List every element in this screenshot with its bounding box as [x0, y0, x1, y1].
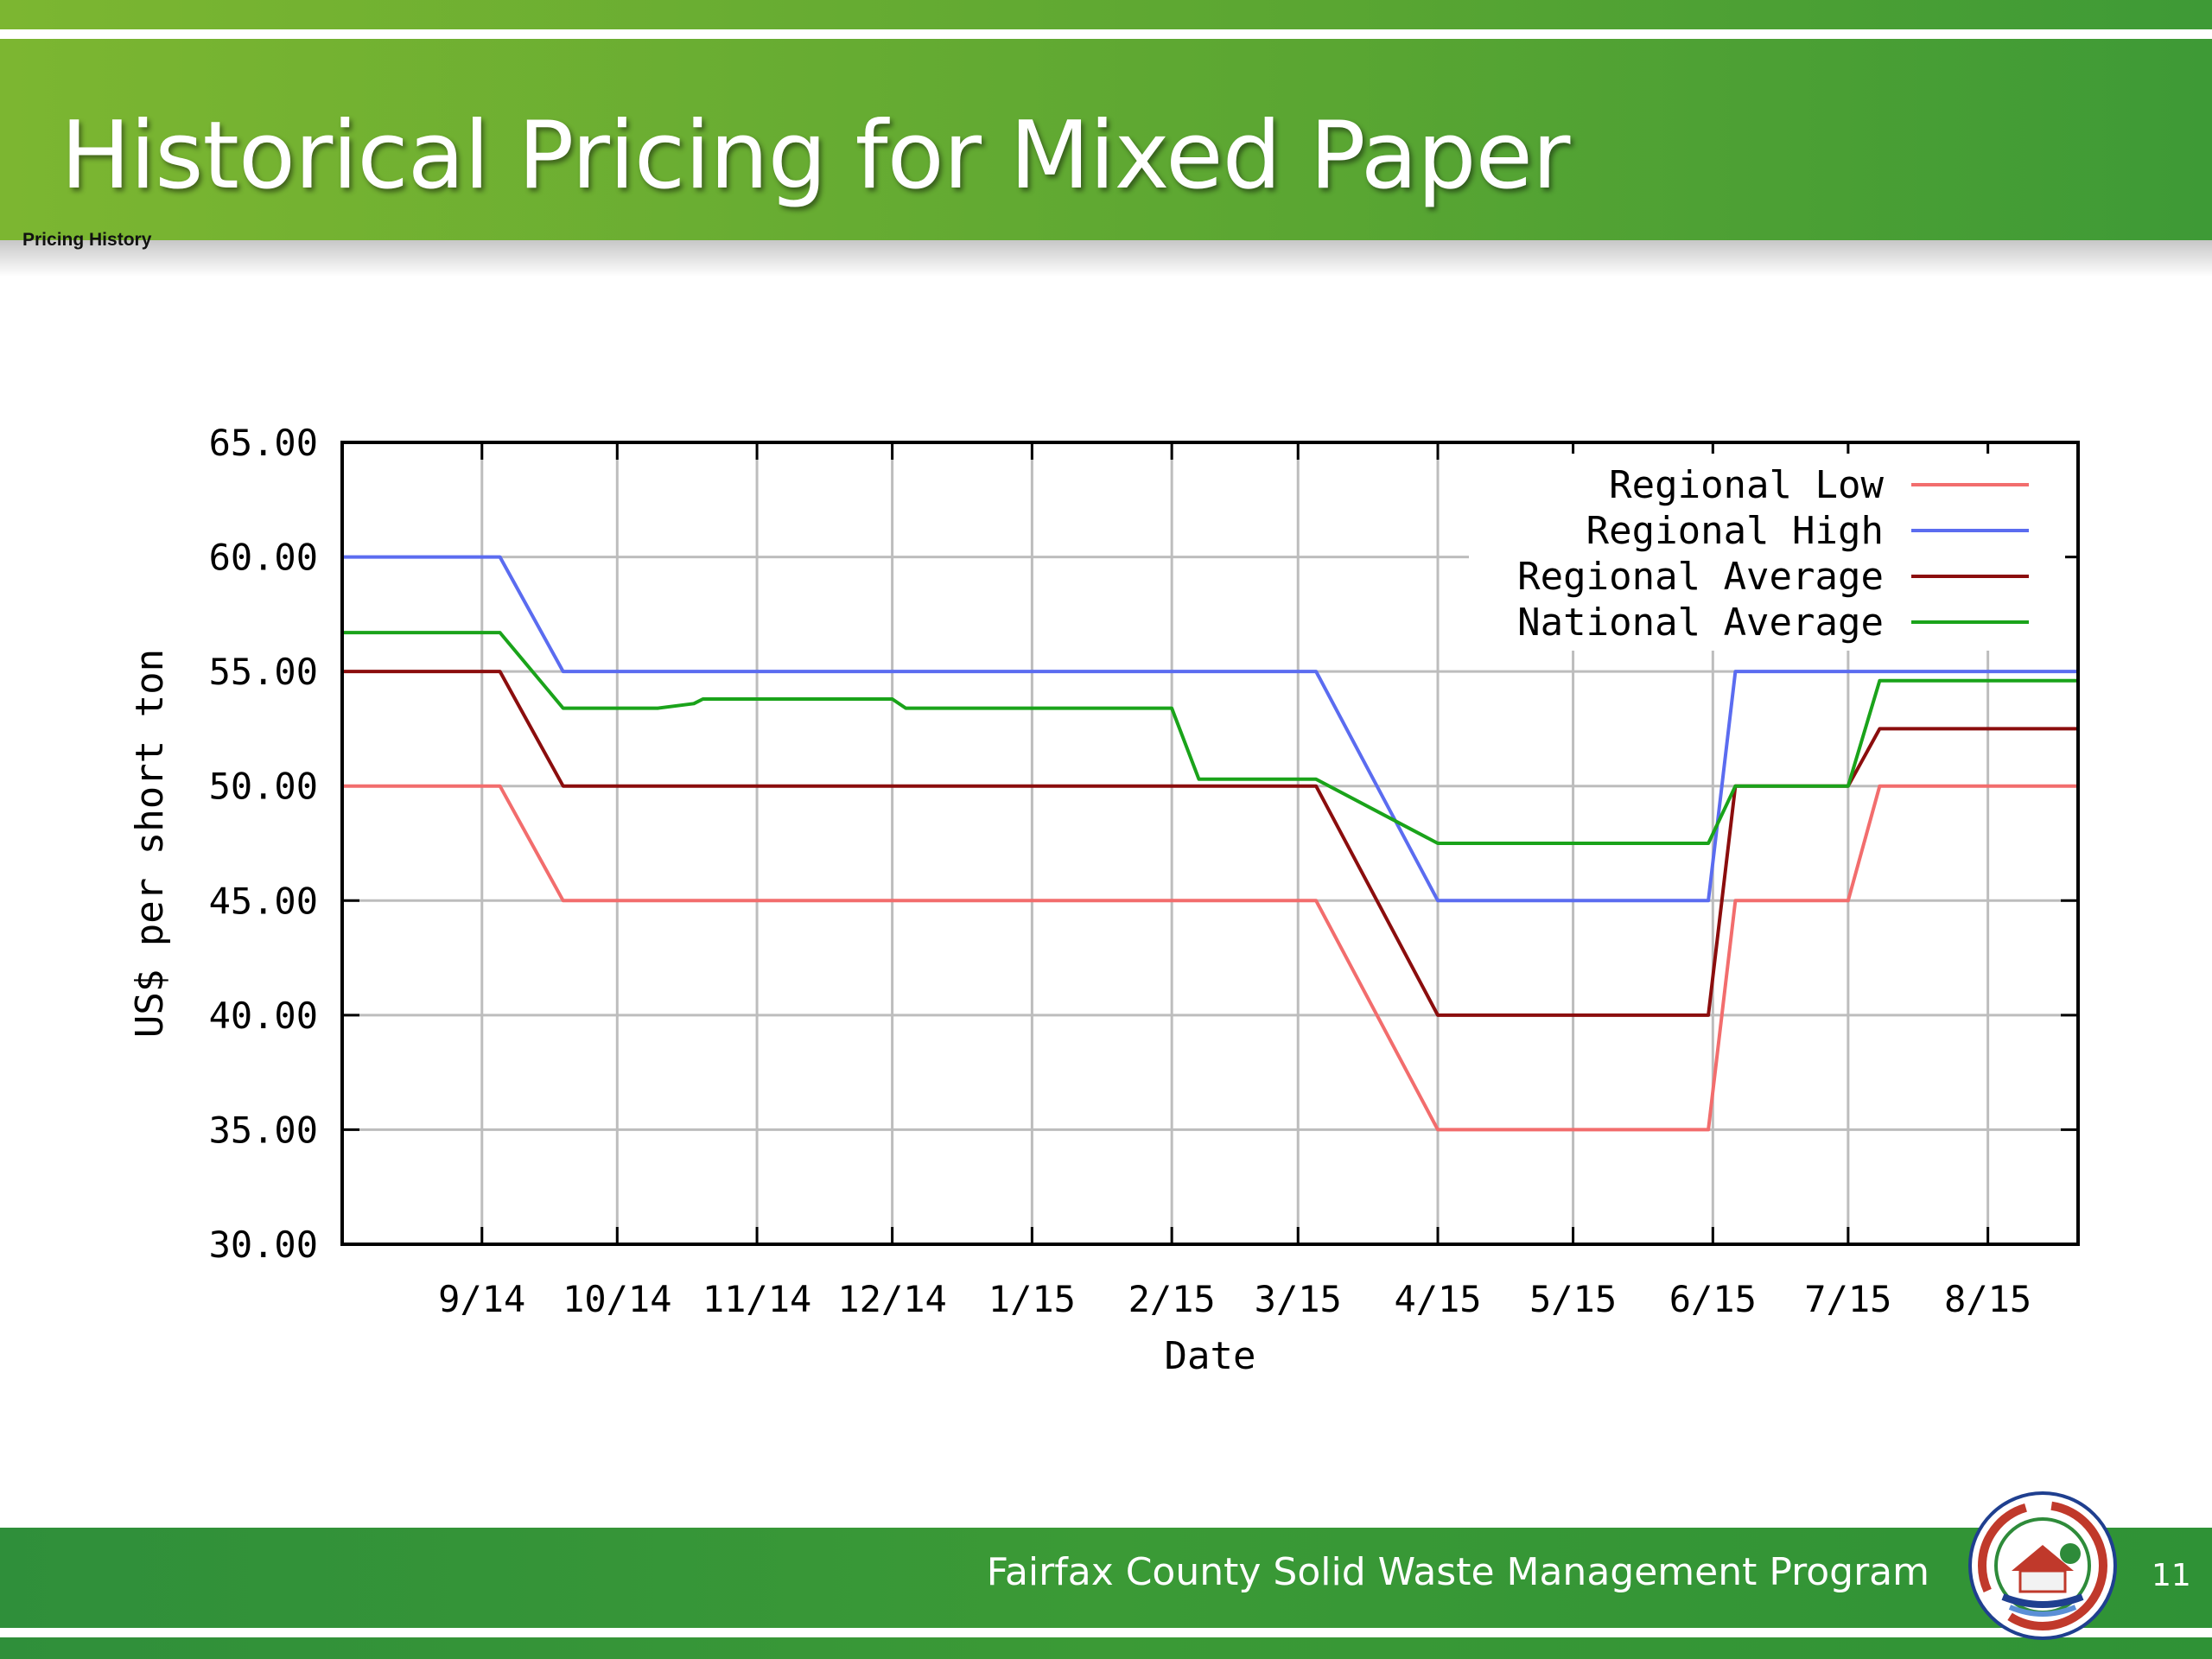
- y-tick-label: 65.00: [209, 422, 318, 464]
- x-tick-label: 11/14: [702, 1278, 811, 1320]
- y-tick-label: 60.00: [209, 537, 318, 579]
- legend-label: National Average: [1517, 601, 1884, 645]
- x-axis-label: Date: [1165, 1334, 1256, 1378]
- x-tick-label: 5/15: [1529, 1278, 1617, 1320]
- slide-title: Historical Pricing for Mixed Paper: [60, 102, 1570, 210]
- pricing-history-label: Pricing History: [22, 230, 152, 250]
- pricing-line-chart: 30.00 35.00 40.00 45.00 50.00 55.00 60.00 65.00…: [128, 422, 2080, 1378]
- y-tick-label: 55.00: [209, 651, 318, 693]
- x-tick-label: 6/15: [1669, 1278, 1757, 1320]
- legend-label: Regional High: [1586, 509, 1884, 553]
- series-line-regional-average: [342, 670, 2078, 1017]
- x-tick-label: 4/15: [1394, 1278, 1481, 1320]
- x-tick-label: 1/15: [988, 1278, 1076, 1320]
- x-tick-label: 10/14: [563, 1278, 671, 1320]
- page-number: 11: [2152, 1558, 2191, 1593]
- legend-label: Regional Average: [1517, 555, 1884, 599]
- series-line-national-average: [342, 631, 2078, 845]
- series-line-regional-high: [342, 555, 2078, 903]
- header-shadow: [0, 240, 2212, 276]
- y-tick-label: 35.00: [209, 1109, 318, 1151]
- legend-label: Regional Low: [1609, 463, 1884, 507]
- fairfax-county-seal-icon: [1968, 1491, 2117, 1640]
- slide-header: [0, 0, 2212, 276]
- y-tick-label: 50.00: [209, 766, 318, 808]
- y-tick-label: 40.00: [209, 995, 318, 1037]
- plot-border: [340, 441, 2080, 1246]
- y-axis-label: US$ per short ton: [128, 649, 172, 1038]
- series-line-regional-low: [342, 784, 2078, 1132]
- x-tick-label: 7/15: [1804, 1278, 1891, 1320]
- y-tick-label: 45.00: [209, 880, 318, 922]
- footer-text: Fairfax County Solid Waste Management Pr…: [986, 1550, 1929, 1594]
- footer-stripe: [0, 1628, 2212, 1637]
- y-tick-label: 30.00: [209, 1224, 318, 1266]
- slide-footer: Fairfax County Solid Waste Management Pr…: [0, 1528, 2212, 1659]
- x-tick-label: 12/14: [837, 1278, 946, 1320]
- x-tick-label: 2/15: [1128, 1278, 1216, 1320]
- x-tick-label: 3/15: [1255, 1278, 1342, 1320]
- x-tick-label: 8/15: [1944, 1278, 2031, 1320]
- header-stripe: [0, 29, 2212, 39]
- x-tick-label: 9/14: [438, 1278, 525, 1320]
